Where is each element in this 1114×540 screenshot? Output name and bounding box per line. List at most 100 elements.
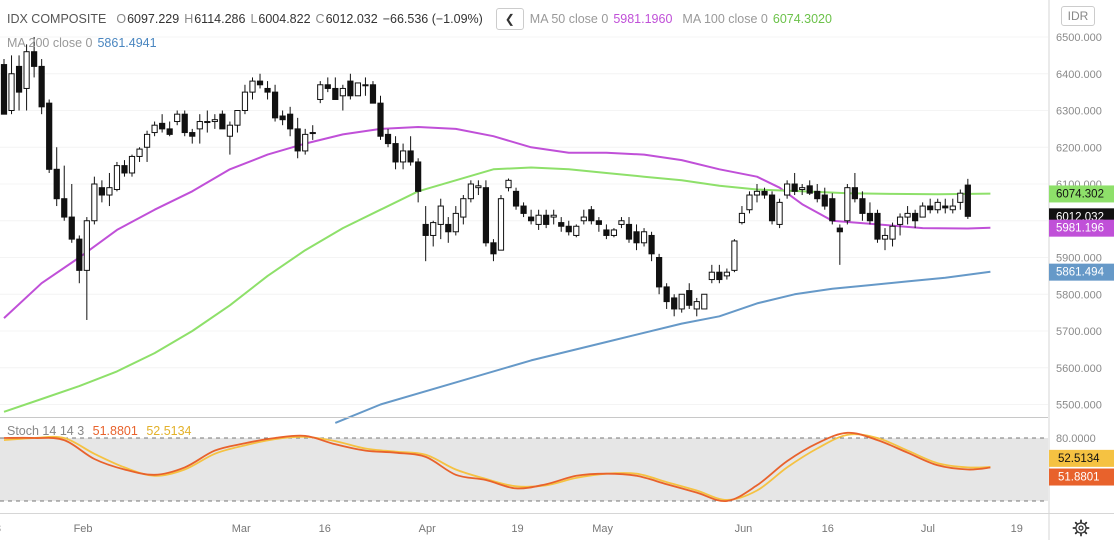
candle-body — [625, 223, 633, 240]
price-labels: 6074.3026012.0325981.1965861.49452.51345… — [1049, 185, 1114, 486]
candle-body — [528, 216, 535, 222]
candle-body — [520, 205, 527, 214]
ma100-value: 6074.3020 — [772, 12, 832, 26]
candle-body — [964, 184, 971, 217]
candle-body — [686, 290, 693, 306]
candle-body — [543, 214, 550, 225]
candle-body — [814, 190, 821, 200]
candle-body — [927, 205, 934, 211]
candle-body — [889, 225, 896, 240]
price-label-text: 5981.196 — [1056, 223, 1104, 235]
candle-body — [678, 293, 685, 310]
candle-body — [241, 91, 249, 111]
candle-body — [91, 183, 98, 222]
candle-body — [671, 297, 678, 310]
candle-body — [851, 187, 858, 200]
x-tick-label: 8 — [0, 523, 1, 535]
x-tick-label: 19 — [1011, 523, 1023, 535]
candle-body — [663, 286, 670, 303]
candle-body — [595, 220, 602, 225]
candle-body — [392, 143, 399, 163]
candle-body — [452, 212, 459, 233]
candle-body — [588, 209, 595, 222]
price-label-box — [1049, 219, 1114, 237]
candle-body — [369, 84, 377, 104]
candle-body — [339, 87, 346, 97]
stoch-label-box — [1049, 449, 1114, 467]
y-tick-label: 5700.000 — [1056, 326, 1102, 338]
candle-body — [949, 205, 956, 211]
candle-body — [46, 102, 53, 170]
candle-body — [776, 201, 783, 225]
y-tick-label: 6300.000 — [1056, 106, 1102, 118]
candle-body — [753, 190, 761, 196]
candle-body — [23, 51, 30, 89]
candle-body — [896, 216, 904, 225]
stoch-d-line — [3, 433, 991, 501]
candle-body — [799, 187, 806, 191]
candle-body — [159, 122, 166, 130]
candle-body — [836, 227, 843, 233]
ma50-label: MA 50 close 0 — [529, 12, 609, 26]
candle-body — [128, 155, 136, 174]
candle-body — [467, 183, 474, 200]
candle-body — [768, 194, 776, 222]
candle-body — [648, 234, 655, 255]
candle-body — [399, 150, 407, 163]
candle-body — [708, 271, 715, 281]
y-tick-label: 5800.000 — [1056, 289, 1102, 301]
price-grid — [0, 36, 1048, 405]
candle-body — [656, 257, 663, 288]
candle-body — [287, 113, 294, 130]
candle-body — [881, 234, 889, 240]
candle-body — [0, 64, 8, 115]
candle-body — [610, 229, 618, 236]
candle-body — [121, 165, 128, 174]
candle-body — [430, 222, 437, 236]
candle-body — [8, 73, 15, 111]
candle-body — [38, 65, 45, 108]
x-tick-label: May — [592, 523, 613, 535]
collapse-legend-button[interactable]: ❮ — [495, 8, 524, 30]
candle-body — [106, 187, 113, 196]
candle-body — [226, 124, 234, 137]
candle-body — [761, 190, 768, 196]
stoch-k-line — [3, 431, 991, 502]
candle-body — [746, 194, 753, 211]
x-tick-label: 16 — [822, 523, 834, 535]
candle-body — [384, 133, 392, 145]
candle-body — [196, 121, 203, 130]
x-tick-label: Jul — [921, 523, 935, 535]
y-tick-label: 6200.000 — [1056, 142, 1102, 154]
candle-body — [874, 212, 881, 240]
low-value: 6004.822 — [258, 12, 311, 26]
candle-body — [904, 212, 911, 218]
candle-body — [332, 87, 339, 100]
candle-body — [558, 222, 565, 227]
stoch-band — [0, 438, 1048, 501]
candle-body — [738, 212, 746, 224]
stoch-label-text: 51.8801 — [1058, 472, 1100, 484]
price-label-box — [1049, 263, 1114, 281]
stoch-label-box — [1049, 468, 1114, 486]
candle-body — [821, 194, 828, 207]
candle-body — [475, 185, 482, 189]
close-value: 6012.032 — [325, 12, 378, 26]
candle-body — [866, 212, 874, 222]
candle-body — [791, 183, 798, 192]
change-value: −66.536 (−1.09%) — [382, 12, 483, 26]
candle-body — [98, 187, 105, 196]
candle-body — [633, 231, 640, 244]
candle-body — [189, 132, 196, 137]
ma50-value: 5981.1960 — [613, 12, 673, 26]
gear-icon[interactable] — [1072, 519, 1090, 537]
open-label: O — [116, 12, 127, 26]
candle-body — [573, 225, 580, 236]
candle-body — [859, 198, 866, 214]
currency-button[interactable]: IDR — [1061, 6, 1095, 26]
candle-body — [181, 113, 188, 134]
candle-body — [143, 133, 151, 148]
candle-body — [354, 82, 362, 97]
candle-body — [279, 115, 286, 121]
